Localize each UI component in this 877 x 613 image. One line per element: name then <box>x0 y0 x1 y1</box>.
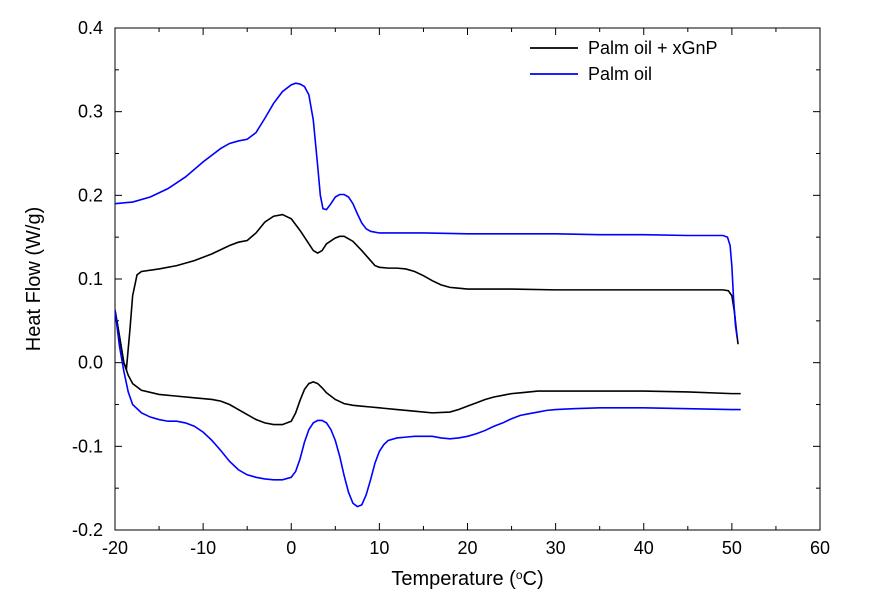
x-tick-label: 40 <box>634 538 654 558</box>
y-tick-label: 0.1 <box>78 269 103 289</box>
x-tick-label: -10 <box>190 538 216 558</box>
x-tick-label: -20 <box>102 538 128 558</box>
y-tick-label: -0.1 <box>72 436 103 456</box>
x-tick-label: 60 <box>810 538 830 558</box>
y-tick-label: -0.2 <box>72 520 103 540</box>
x-axis-label: Temperature (oC) <box>391 568 543 590</box>
series-line <box>115 83 737 337</box>
x-tick-label: 30 <box>546 538 566 558</box>
series-line <box>115 310 741 507</box>
legend-label: Palm oil + xGnP <box>588 38 718 58</box>
x-tick-label: 20 <box>457 538 477 558</box>
x-tick-label: 0 <box>286 538 296 558</box>
y-tick-label: 0.3 <box>78 102 103 122</box>
plot-frame <box>115 28 820 530</box>
dsc-chart: -20 -10 0 10 20 30 40 50 60 -0.2 -0.1 0.0 0.1 0.2 0.3 0… <box>0 0 877 613</box>
y-axis-label: Heat Flow (W/g) <box>23 207 45 351</box>
chart-container: -20 -10 0 10 20 30 40 50 60 -0.2 -0.1 0.0 0.1 0.2 0.3 0… <box>0 0 877 613</box>
series-group <box>115 83 741 506</box>
legend-label: Palm oil <box>588 64 652 84</box>
y-tick-label: 0.0 <box>78 353 103 373</box>
series-line <box>115 215 738 369</box>
y-tick-label: 0.4 <box>78 18 103 38</box>
x-tick-label: 50 <box>722 538 742 558</box>
y-tick-label: 0.2 <box>78 185 103 205</box>
x-tick-label: 10 <box>369 538 389 558</box>
